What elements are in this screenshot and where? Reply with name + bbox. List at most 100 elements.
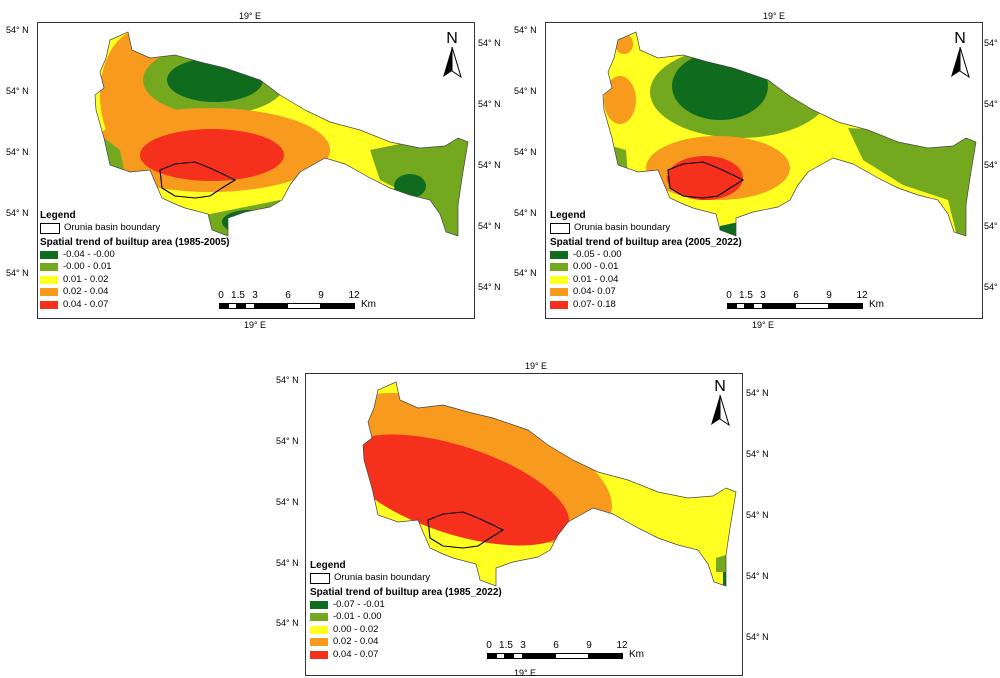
scale-tick-3: 6 (793, 290, 799, 301)
legend-class-row: 0.02 - 0.04 (310, 636, 502, 649)
north-label: N (714, 378, 726, 395)
legend-classes: -0.07 - -0.01 -0.01 - 0.00 0.00 - 0.02 0.02… (310, 599, 502, 662)
boundary-label: Orunia basin boundary (334, 572, 431, 584)
legend-class-row: -0.01 - 0.00 (310, 611, 502, 624)
lat-label-right-2: 54° N (478, 99, 501, 109)
lat-label-left-5: 54° N (514, 268, 537, 278)
legend-class-label: -0.00 - 0.01 (63, 261, 112, 273)
lat-label-right-5: 54° N (478, 282, 501, 292)
scale-tick-1: 1.5 (499, 640, 513, 651)
legend-heading: Legend (310, 560, 346, 571)
lat-label-left-1: 54° N (276, 375, 299, 385)
scale-tick-4: 9 (826, 290, 832, 301)
legend-classes: -0.04 - -0.00 -0.00 - 0.01 0.01 - 0.02 0.02… (40, 249, 230, 312)
scale-unit: Km (361, 299, 376, 310)
north-arrow-icon (711, 395, 730, 427)
scale-tick-3: 6 (553, 640, 559, 651)
lat-label-left-2: 54° N (6, 86, 29, 96)
trend-map-1985-2022 (362, 381, 737, 587)
legend: Legend Orunia basin boundary Spatial tre… (550, 210, 742, 311)
lat-label-left-4: 54° N (514, 208, 537, 218)
legend-class-row: 0.04 - 0.07 (40, 299, 230, 312)
legend-class-row: 0.02 - 0.04 (40, 286, 230, 299)
legend-swatch (40, 275, 58, 284)
lat-label-left-1: 54° N (514, 25, 537, 35)
lat-label-left-3: 54° N (276, 497, 299, 507)
legend-class-row: 0.00 - 0.01 (550, 261, 742, 274)
lon-label-top: 19° E (238, 11, 262, 21)
map-panel-1985-2005: 19° E 54° N 54° N 54° N 54° N 54° N 54° … (0, 0, 501, 335)
legend-class-label: 0.02 - 0.04 (63, 286, 109, 298)
legend-class-row: 0.01 - 0.04 (550, 274, 742, 287)
legend-heading: Legend (550, 210, 586, 221)
legend-class-label: -0.04 - -0.00 (63, 248, 115, 260)
scale-unit: Km (629, 649, 644, 660)
legend-swatch (550, 300, 568, 309)
basin-boundary-outline (667, 161, 745, 199)
legend-swatch (310, 600, 328, 609)
basin-boundary-outline (159, 161, 237, 199)
legend-class-row: -0.05 - 0.00 (550, 249, 742, 262)
scale-tick-1: 1.5 (231, 290, 245, 301)
lat-label-right-1: 54° N (984, 38, 1000, 48)
lat-label-right-2: 54° N (984, 99, 1000, 109)
legend-swatch (40, 263, 58, 272)
legend-swatch (310, 638, 328, 647)
legend-class-label: 0.02 - 0.04 (333, 636, 379, 648)
legend-class-row: -0.00 - 0.01 (40, 261, 230, 274)
scale-bar: 0 1.5 3 6 9 12 Km (218, 290, 379, 316)
legend-class-label: 0.04 - 0.07 (333, 648, 379, 660)
lon-label-top: 19° E (524, 361, 548, 371)
legend-class-row: -0.04 - -0.00 (40, 249, 230, 262)
legend-class-label: 0.04 - 0.07 (63, 298, 109, 310)
north-arrow: N (948, 30, 972, 80)
scale-tick-0: 0 (486, 640, 492, 651)
boundary-label: Orunia basin boundary (574, 222, 671, 234)
legend-class-label: 0.07- 0.18 (573, 298, 616, 310)
lat-label-left-2: 54° N (276, 436, 299, 446)
legend-swatch (310, 650, 328, 659)
lat-label-left-2: 54° N (514, 86, 537, 96)
legend: Legend Orunia basin boundary Spatial tre… (310, 560, 502, 661)
legend-class-label: -0.05 - 0.00 (573, 248, 622, 260)
legend-swatch (40, 288, 58, 297)
legend-class-row: 0.04- 0.07 (550, 286, 742, 299)
north-arrow-icon (951, 47, 970, 79)
legend-boundary-row: Orunia basin boundary (310, 572, 502, 585)
legend-class-row: 0.07- 0.18 (550, 299, 742, 312)
scale-tick-2: 3 (520, 640, 526, 651)
scale-tick-4: 9 (318, 290, 324, 301)
legend-swatch (550, 263, 568, 272)
legend-boundary-row: Orunia basin boundary (40, 222, 230, 235)
legend-class-label: 0.01 - 0.04 (573, 273, 619, 285)
trend-map-1985-2005 (94, 31, 469, 237)
scale-tick-0: 0 (726, 290, 732, 301)
scale-tick-5: 12 (856, 290, 868, 301)
legend-swatch (550, 250, 568, 259)
legend-class-row: -0.07 - -0.01 (310, 599, 502, 612)
lat-label-left-5: 54° N (276, 618, 299, 628)
lat-label-right-4: 54° N (478, 221, 501, 231)
lon-label-bottom: 19° E (243, 320, 267, 330)
scale-tick-1: 1.5 (739, 290, 753, 301)
lat-label-left-4: 54° N (276, 558, 299, 568)
legend-class-label: -0.07 - -0.01 (333, 598, 385, 610)
lat-label-right-4: 54° N (746, 571, 769, 581)
scale-tick-2: 3 (760, 290, 766, 301)
boundary-label: Orunia basin boundary (64, 222, 161, 234)
legend-class-label: 0.01 - 0.02 (63, 273, 109, 285)
legend-class-row: 0.01 - 0.02 (40, 274, 230, 287)
legend-heading: Legend (40, 210, 76, 221)
trend-map-2005-2022 (602, 31, 977, 237)
legend-swatch (550, 275, 568, 284)
legend-class-label: 0.00 - 0.02 (333, 623, 379, 635)
north-arrow: N (440, 30, 464, 80)
lat-label-left-1: 54° N (6, 25, 29, 35)
lat-label-right-5: 54° N (984, 282, 1000, 292)
lat-label-right-1: 54° N (746, 388, 769, 398)
legend-swatch (310, 613, 328, 622)
legend-class-label: -0.01 - 0.00 (333, 611, 382, 623)
scale-bar: 0 1.5 3 6 9 12 Km (726, 290, 887, 316)
scale-tick-5: 12 (616, 640, 628, 651)
scale-tick-5: 12 (348, 290, 360, 301)
